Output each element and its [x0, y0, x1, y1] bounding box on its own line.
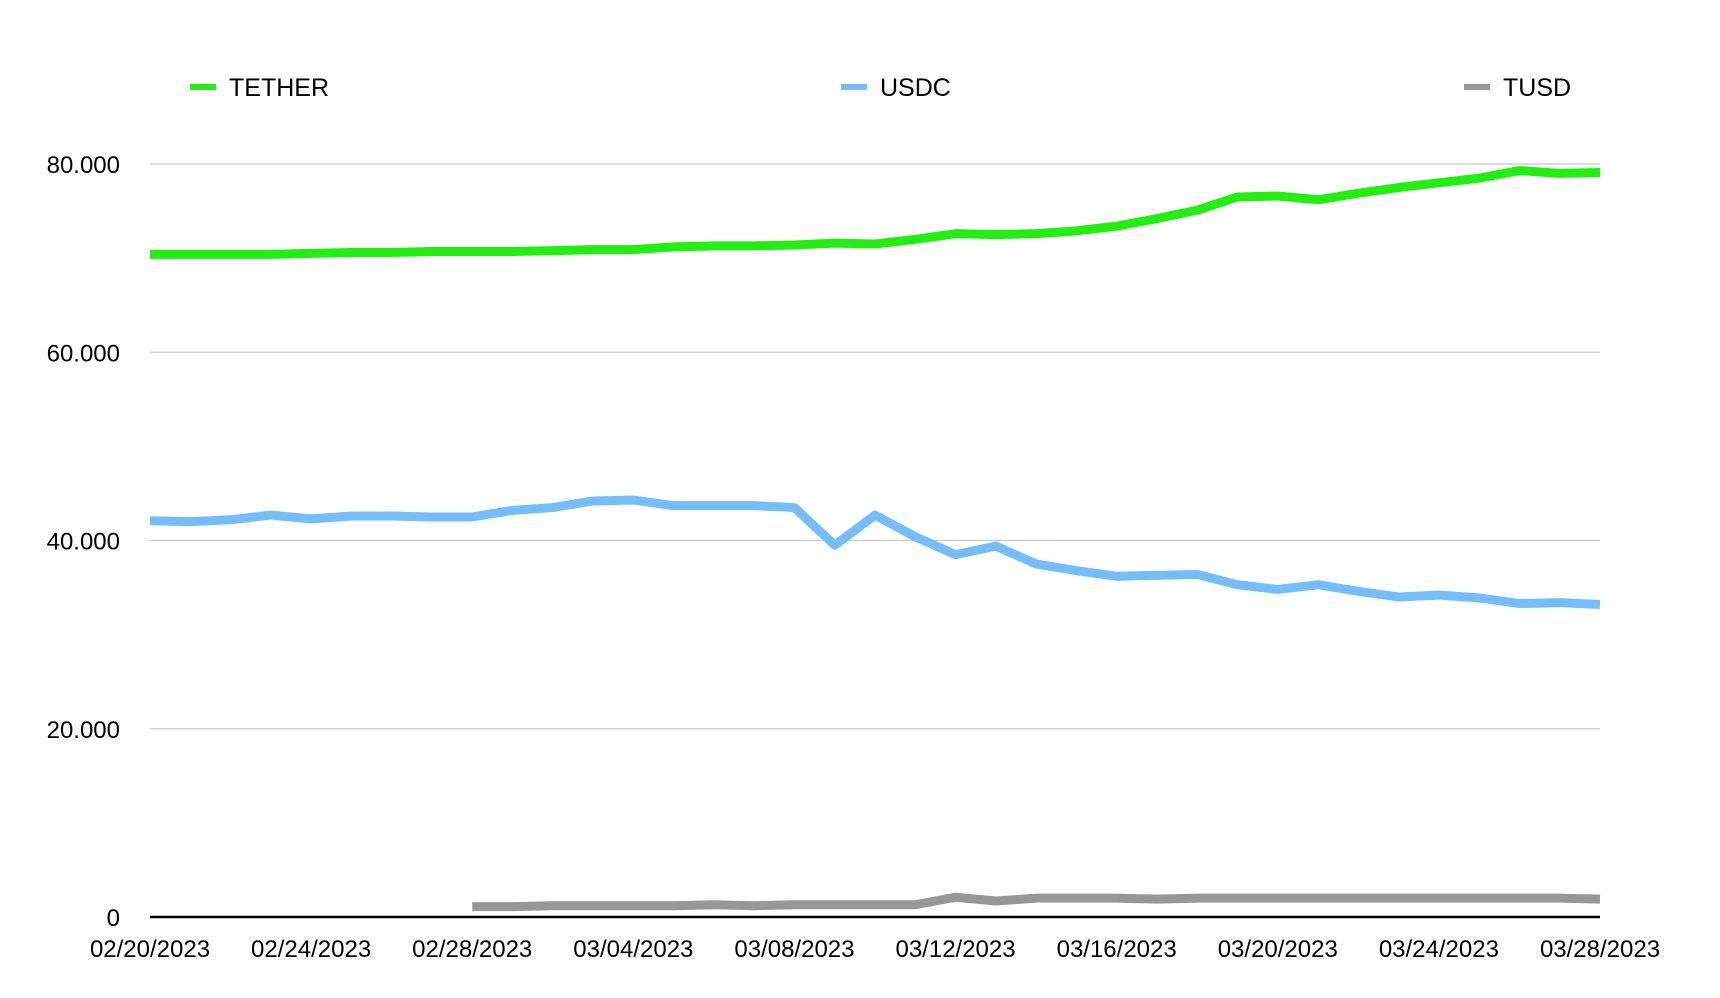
y-tick-label: 60.000 — [47, 340, 120, 367]
series-line-tether — [150, 166, 1601, 259]
x-tick-label: 03/24/2023 — [1379, 936, 1499, 963]
legend-label: TETHER — [229, 74, 329, 102]
y-axis-tick-labels: 0 20.000 40.000 60.000 80.000 — [47, 152, 120, 932]
y-tick-label: 0 — [107, 905, 120, 932]
x-tick-label: 03/16/2023 — [1057, 936, 1177, 963]
y-tick-label: 20.000 — [47, 717, 120, 744]
x-tick-label: 03/28/2023 — [1540, 936, 1660, 963]
legend-item-usdc: USDC — [841, 74, 951, 102]
x-tick-label: 03/12/2023 — [895, 936, 1015, 963]
x-tick-label: 02/20/2023 — [90, 936, 210, 963]
y-tick-label: 80.000 — [47, 152, 120, 179]
x-tick-label: 03/04/2023 — [573, 936, 693, 963]
x-tick-label: 03/20/2023 — [1218, 936, 1338, 963]
legend: TETHER USDC TUSD — [190, 74, 1571, 102]
x-tick-label: 02/24/2023 — [251, 936, 371, 963]
legend-label: TUSD — [1503, 74, 1571, 102]
series-line-tusd — [472, 892, 1601, 912]
x-tick-label: 03/08/2023 — [734, 936, 854, 963]
x-axis-tick-labels: 02/20/2023 02/24/2023 02/28/2023 03/04/2023… — [90, 936, 1660, 963]
gridlines — [150, 163, 1600, 730]
legend-item-tusd: TUSD — [1464, 74, 1571, 102]
x-tick-label: 02/28/2023 — [412, 936, 532, 963]
series-lines — [149, 166, 1601, 912]
legend-label: USDC — [880, 74, 951, 102]
series-line-usdc — [149, 495, 1601, 609]
y-tick-label: 40.000 — [47, 529, 120, 556]
legend-item-tether: TETHER — [190, 74, 329, 102]
